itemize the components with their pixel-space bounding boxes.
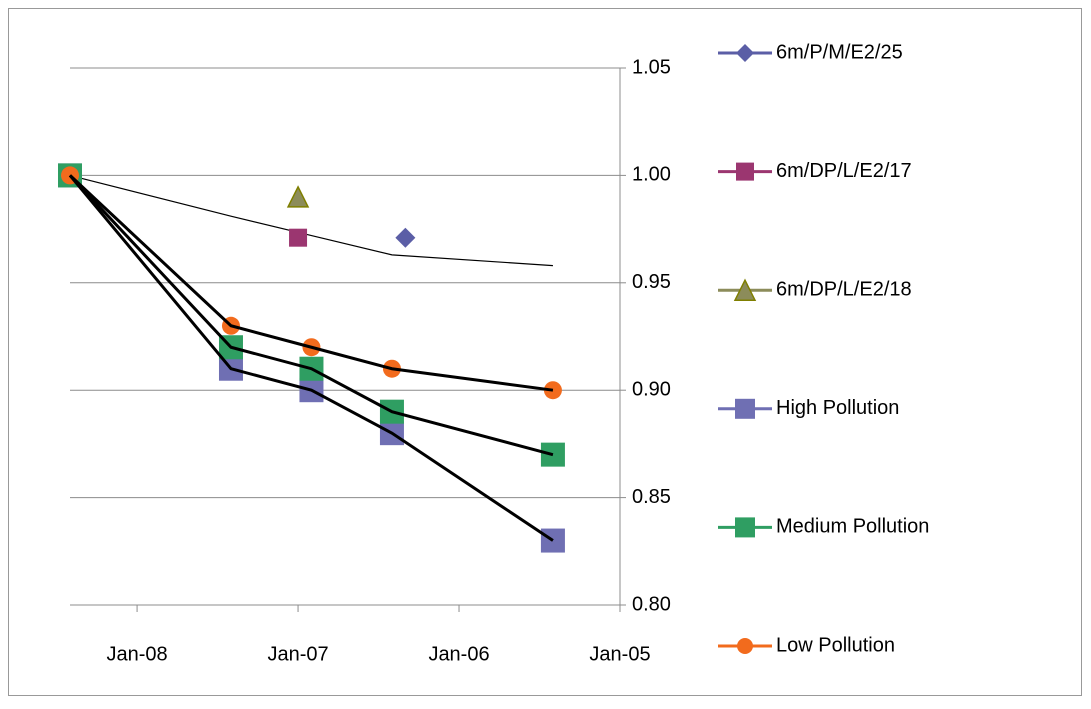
legend-marker: [737, 638, 753, 654]
y-tick-label: 1.00: [632, 164, 671, 186]
legend-marker: [736, 162, 754, 181]
trendline: [69, 174, 553, 267]
chart-border: [8, 8, 1082, 696]
series-line: [68, 174, 554, 392]
series-line: [68, 174, 554, 457]
y-tick-label: 0.85: [632, 486, 671, 508]
series-line: [68, 174, 554, 542]
legend-label: 6m/P/M/E2/25: [776, 41, 903, 63]
x-tick-label: Jan-07: [267, 643, 328, 665]
y-tick-label: 0.90: [632, 378, 671, 400]
data-point: [395, 227, 416, 248]
y-tick-label: 0.80: [632, 593, 671, 615]
data-point: [286, 185, 310, 208]
x-tick-label: Jan-08: [106, 643, 167, 665]
y-tick-label: 1.05: [632, 56, 671, 78]
legend-label: 6m/DP/L/E2/17: [776, 160, 912, 182]
legend-marker: [735, 517, 755, 538]
x-tick-label: Jan-05: [589, 643, 650, 665]
legend-marker: [733, 278, 757, 301]
legend-label: Medium Pollution: [776, 516, 929, 538]
x-tick-label: Jan-06: [428, 643, 489, 665]
data-point: [289, 228, 308, 247]
legend-marker: [736, 44, 754, 62]
legend-label: 6m/DP/L/E2/18: [776, 278, 912, 300]
y-tick-label: 0.95: [632, 271, 671, 293]
legend-label: Low Pollution: [776, 634, 895, 656]
legend-marker: [735, 398, 755, 419]
legend-label: High Pollution: [776, 397, 899, 419]
